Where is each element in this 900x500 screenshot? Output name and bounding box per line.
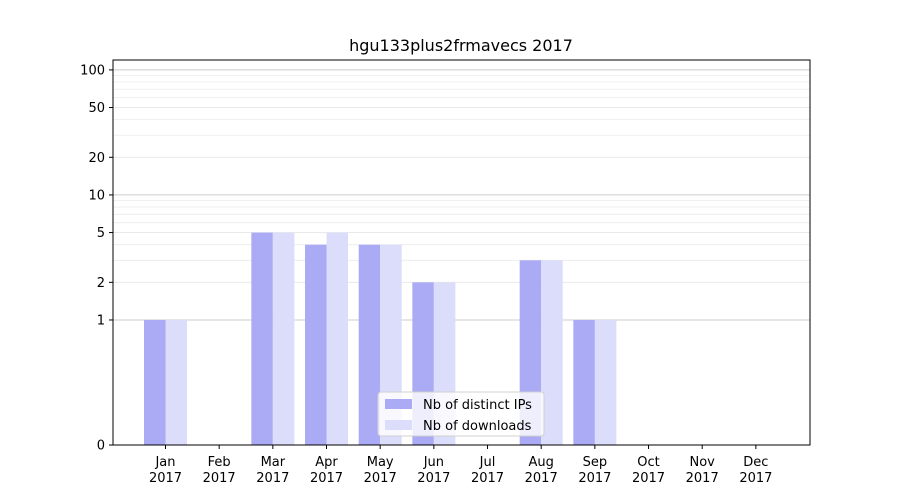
x-tick-label-year: 2017 bbox=[686, 471, 719, 486]
bar-downloads bbox=[165, 319, 187, 445]
x-tick-label-year: 2017 bbox=[149, 471, 182, 486]
x-tick-label-month: Jun bbox=[423, 455, 444, 470]
bar-distinct-ips bbox=[358, 244, 381, 445]
y-axis: 0 1 2 5 10 20 50 100 bbox=[80, 63, 113, 454]
bar-distinct-ips bbox=[573, 319, 595, 445]
x-tick-label-year: 2017 bbox=[471, 471, 504, 486]
x-tick-label-month: Feb bbox=[208, 455, 231, 470]
y-tick-label: 2 bbox=[97, 276, 105, 291]
x-tick-label-month: Dec bbox=[743, 455, 768, 470]
bar-distinct-ips bbox=[305, 244, 327, 445]
x-tick-label-month: Aug bbox=[528, 455, 553, 470]
x-tick-label-month: Nov bbox=[690, 455, 716, 470]
plot-frame bbox=[112, 59, 811, 446]
legend: Nb of distinct IPs Nb of downloads bbox=[377, 391, 545, 437]
y-tick-label: 5 bbox=[97, 226, 105, 241]
x-tick-label-month: May bbox=[367, 455, 394, 470]
y-tick-label: 100 bbox=[80, 63, 105, 78]
bar-downloads bbox=[326, 232, 349, 445]
y-tick-label: 1 bbox=[97, 313, 105, 328]
y-tick-label: 20 bbox=[88, 151, 105, 166]
x-tick-label-year: 2017 bbox=[525, 471, 558, 486]
x-tick-label-year: 2017 bbox=[364, 471, 397, 486]
x-tick-label-month: Sep bbox=[583, 455, 608, 470]
bar-downloads bbox=[541, 260, 563, 445]
x-tick-label-year: 2017 bbox=[310, 471, 343, 486]
chart-title: hgu133plus2frmavecs 2017 bbox=[349, 36, 573, 55]
x-tick-label-month: Jan bbox=[154, 455, 175, 470]
x-tick-label-month: Mar bbox=[261, 455, 286, 470]
grid-lines bbox=[113, 69, 810, 321]
bars bbox=[144, 232, 617, 445]
y-tick-label: 10 bbox=[88, 188, 105, 203]
legend-box bbox=[377, 391, 545, 437]
x-tick-label-year: 2017 bbox=[203, 471, 236, 486]
y-tick-label: 0 bbox=[97, 439, 105, 454]
x-tick-label-year: 2017 bbox=[632, 471, 665, 486]
x-tick-label-month: Jul bbox=[479, 455, 496, 470]
x-tick-label-year: 2017 bbox=[256, 471, 289, 486]
legend-label: Nb of distinct IPs bbox=[423, 398, 532, 413]
legend-label: Nb of downloads bbox=[423, 419, 532, 434]
x-axis: Jan2017Feb2017Mar2017Apr2017May2017Jun20… bbox=[149, 445, 772, 486]
y-tick-label: 50 bbox=[88, 101, 105, 116]
bar-downloads bbox=[594, 319, 617, 445]
bar-distinct-ips bbox=[144, 319, 166, 445]
bar-distinct-ips bbox=[251, 232, 273, 445]
legend-swatch bbox=[385, 420, 412, 430]
x-tick-label-year: 2017 bbox=[417, 471, 450, 486]
x-tick-label-month: Oct bbox=[637, 455, 659, 470]
x-tick-label-year: 2017 bbox=[578, 471, 611, 486]
legend-swatch bbox=[385, 399, 412, 409]
bar-downloads bbox=[272, 232, 295, 445]
x-tick-label-month: Apr bbox=[315, 455, 338, 470]
x-tick-label-year: 2017 bbox=[739, 471, 772, 486]
